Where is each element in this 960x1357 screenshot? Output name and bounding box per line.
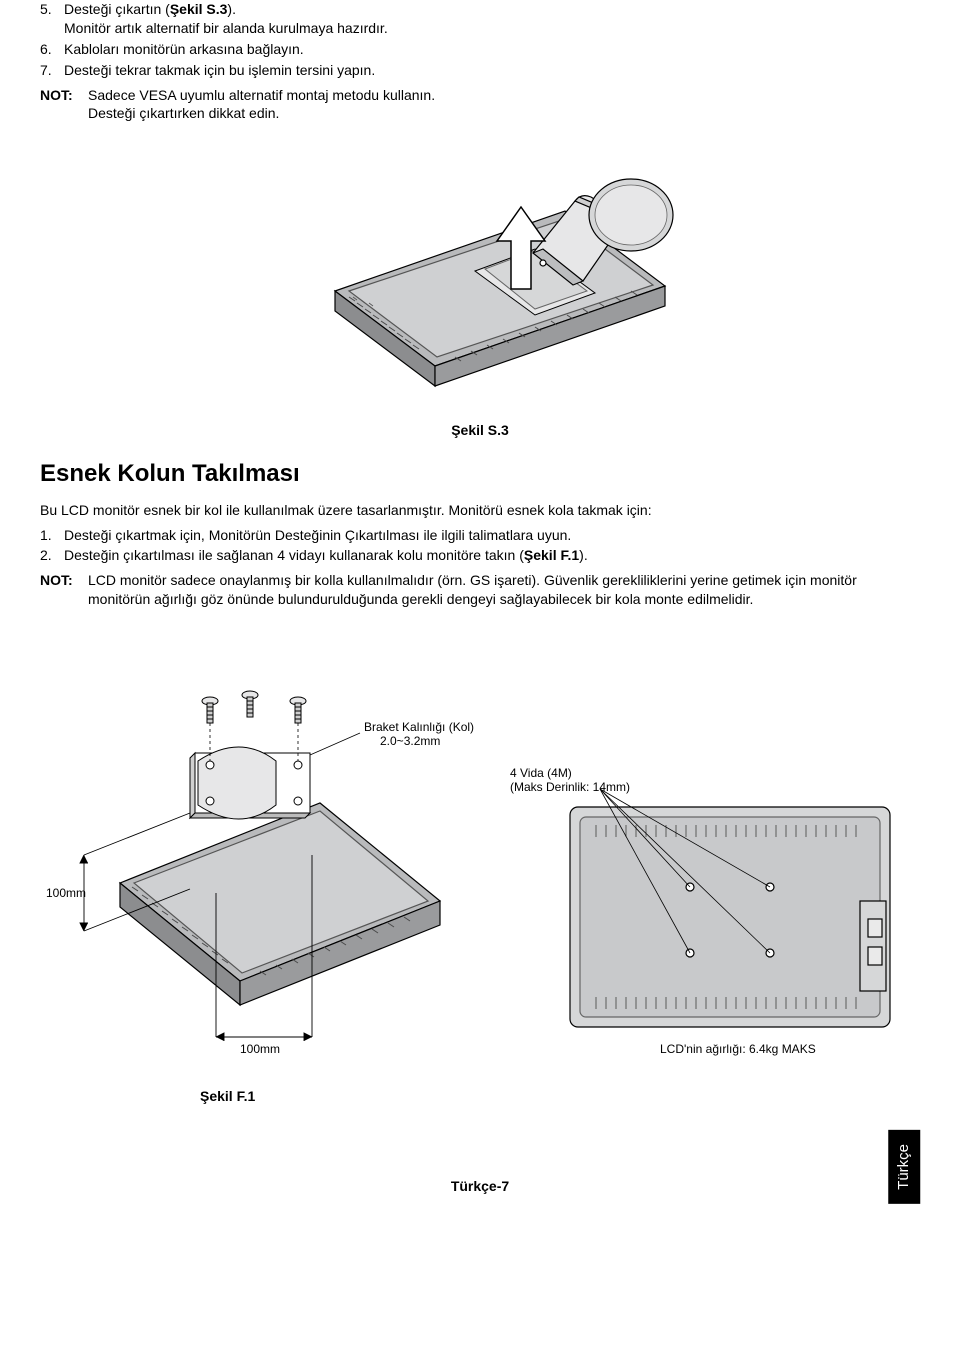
page-footer: Türkçe-7 (0, 1177, 960, 1196)
figure-f1: Braket Kalınlığı (Kol) 2.0~3.2mm 100mm 1… (40, 633, 920, 1106)
step-7: 7. Desteği tekrar takmak için bu işlemin… (40, 61, 920, 80)
note-2: NOT: LCD monitör sadece onaylanmış bir k… (40, 571, 920, 609)
note-2-body: LCD monitör sadece onaylanmış bir kolla … (88, 571, 920, 609)
note-2-label: NOT: (40, 571, 88, 609)
step-7-body: Desteği tekrar takmak için bu işlemin te… (64, 61, 920, 80)
section-heading: Esnek Kolun Takılması (40, 458, 920, 490)
figure-f1-caption: Şekil F.1 (200, 1087, 920, 1106)
language-tab: Türkçe (888, 1130, 920, 1204)
step2-2-body: Desteğin çıkartılması ile sağlanan 4 vid… (64, 546, 920, 565)
dim-100-horiz: 100mm (240, 1042, 280, 1056)
step2-1-body: Desteği çıkartmak için, Monitörün Desteğ… (64, 526, 920, 545)
step-6-num: 6. (40, 40, 64, 59)
step-5-line1: Desteği çıkartın (Şekil S.3). (64, 0, 920, 19)
step-6: 6. Kabloları monitörün arkasına bağlayın… (40, 40, 920, 59)
figure-s3-svg (275, 141, 685, 411)
step-5-line2: Monitör artık alternatif bir alanda kuru… (64, 19, 920, 38)
step2-1-num: 1. (40, 526, 64, 545)
step-6-body: Kabloları monitörün arkasına bağlayın. (64, 40, 920, 59)
note-1: NOT: Sadece VESA uyumlu alternatif monta… (40, 86, 920, 124)
note-1-line1: Sadece VESA uyumlu alternatif montaj met… (88, 86, 920, 105)
step-7-num: 7. (40, 61, 64, 80)
step2-2: 2. Desteğin çıkartılması ile sağlanan 4 … (40, 546, 920, 565)
figure-s3-caption: Şekil S.3 (40, 421, 920, 440)
step2-2-num: 2. (40, 546, 64, 565)
figure-f1-svg: Braket Kalınlığı (Kol) 2.0~3.2mm 100mm 1… (40, 633, 920, 1073)
step-5-num: 5. (40, 0, 64, 38)
intro-paragraph: Bu LCD monitör esnek bir kol ile kullanı… (40, 501, 920, 520)
step-5: 5. Desteği çıkartın (Şekil S.3). Monitör… (40, 0, 920, 38)
bracket-label: Braket Kalınlığı (Kol) (364, 720, 474, 734)
dim-100-vert: 100mm (46, 886, 86, 900)
figure-s3 (40, 141, 920, 411)
screws-label-1: 4 Vida (4M) (510, 766, 572, 780)
note-1-label: NOT: (40, 86, 88, 124)
bracket-val: 2.0~3.2mm (380, 734, 440, 748)
step2-1: 1. Desteği çıkartmak için, Monitörün Des… (40, 526, 920, 545)
note-1-line2: Desteği çıkartırken dikkat edin. (88, 104, 920, 123)
screws-label-2: (Maks Derinlik: 14mm) (510, 780, 630, 794)
weight-label: LCD'nin ağırlığı: 6.4kg MAKS (660, 1042, 816, 1056)
